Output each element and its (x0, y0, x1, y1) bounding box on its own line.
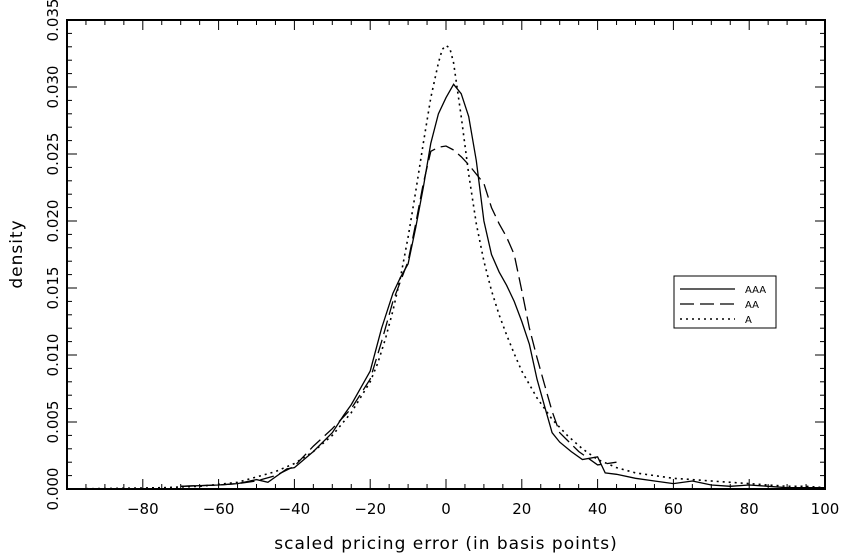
y-tick-label: 0.025 (44, 133, 62, 176)
y-tick-label: 0.030 (44, 66, 62, 109)
y-tick-label: 0.010 (44, 334, 62, 377)
series-lines (85, 44, 826, 490)
x-tick-label: −80 (127, 500, 159, 518)
series-line-a (85, 44, 826, 490)
axis-ticks (67, 19, 826, 490)
x-axis-label: scaled pricing error (in basis points) (274, 534, 618, 554)
y-tick-labels: 0.000 0.005 0.010 0.015 0.020 0.025 0.030 0.035 (44, 0, 62, 510)
x-tick-label: −20 (354, 500, 386, 518)
x-tick-label: 20 (512, 500, 531, 518)
plot-frame (66, 19, 826, 490)
series-line-aa (180, 145, 617, 487)
x-tick-label: −40 (279, 500, 311, 518)
legend-label-aaa: AAA (745, 285, 766, 296)
x-tick-label: 100 (811, 500, 840, 518)
legend-label-a: A (745, 315, 752, 326)
y-tick-label: 0.035 (44, 0, 62, 41)
y-tick-label: 0.020 (44, 200, 62, 243)
x-tick-label: 80 (740, 500, 759, 518)
legend-label-aa: AA (745, 300, 759, 311)
x-tick-label: −60 (203, 500, 235, 518)
legend-box (673, 275, 777, 329)
y-tick-label: 0.000 (44, 468, 62, 511)
y-tick-label: 0.005 (44, 401, 62, 444)
y-tick-label: 0.015 (44, 267, 62, 310)
x-tick-label: 60 (664, 500, 683, 518)
x-tick-labels: −80 −60 −40 −20 0 20 40 60 80 100 (127, 500, 839, 518)
x-tick-label: 0 (441, 500, 451, 518)
series-line-aaa (180, 83, 825, 489)
x-tick-label: 40 (588, 500, 607, 518)
y-axis-label: density (7, 219, 27, 288)
